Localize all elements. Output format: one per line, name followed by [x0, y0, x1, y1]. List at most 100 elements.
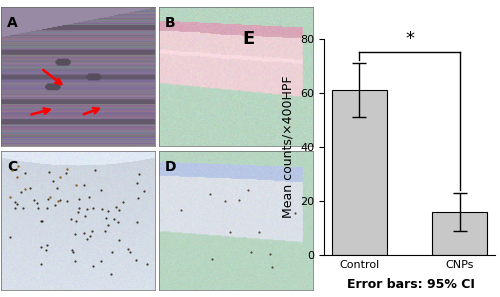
- Point: [97, 259, 105, 263]
- Point: [52, 186, 60, 191]
- Point: [64, 198, 72, 203]
- Point: [114, 219, 122, 224]
- Point: [100, 228, 108, 233]
- Point: [248, 250, 256, 255]
- Point: [80, 231, 88, 236]
- Bar: [332, 90, 387, 255]
- Point: [132, 220, 140, 225]
- Point: [54, 198, 62, 203]
- Point: [126, 250, 134, 255]
- Point: [268, 264, 276, 269]
- Point: [6, 235, 14, 240]
- Point: [34, 206, 42, 210]
- Point: [86, 234, 94, 238]
- Point: [21, 187, 29, 192]
- Point: [89, 263, 97, 268]
- Point: [266, 252, 274, 257]
- Point: [108, 271, 116, 276]
- Point: [72, 183, 80, 187]
- Point: [132, 258, 140, 263]
- Point: [102, 215, 110, 220]
- Point: [104, 208, 112, 213]
- Point: [36, 261, 44, 266]
- Point: [14, 174, 22, 179]
- Text: E: E: [242, 30, 254, 48]
- Point: [46, 195, 54, 200]
- Point: [64, 167, 72, 171]
- Point: [26, 186, 34, 190]
- Point: [98, 207, 106, 212]
- Point: [32, 201, 40, 206]
- Point: [8, 167, 16, 172]
- Bar: [432, 212, 487, 255]
- Y-axis label: Mean counts/×400HPF: Mean counts/×400HPF: [282, 76, 294, 218]
- Point: [114, 237, 122, 242]
- Point: [97, 188, 105, 193]
- Point: [6, 194, 14, 199]
- Point: [104, 222, 112, 227]
- Point: [220, 199, 228, 204]
- Point: [56, 175, 64, 180]
- Point: [110, 217, 118, 222]
- Point: [76, 205, 84, 210]
- Point: [18, 206, 26, 210]
- Point: [177, 208, 185, 213]
- Point: [68, 216, 76, 221]
- Point: [37, 219, 45, 224]
- Point: [74, 209, 82, 214]
- Point: [42, 243, 50, 247]
- Point: [119, 200, 127, 205]
- Point: [85, 194, 93, 199]
- Point: [12, 201, 20, 206]
- Point: [71, 232, 79, 236]
- Point: [30, 198, 38, 202]
- Point: [236, 197, 244, 202]
- Point: [115, 207, 123, 212]
- Point: [134, 196, 142, 200]
- Point: [38, 219, 46, 223]
- Point: [142, 261, 150, 266]
- Point: [42, 247, 50, 252]
- Point: [44, 197, 52, 201]
- Point: [43, 206, 51, 210]
- Point: [14, 163, 22, 168]
- Text: Error bars: 95% CI: Error bars: 95% CI: [347, 278, 475, 291]
- Text: A: A: [7, 16, 18, 30]
- Point: [226, 229, 234, 234]
- Text: D: D: [165, 160, 176, 174]
- Point: [12, 200, 20, 205]
- Point: [69, 249, 77, 254]
- Text: B: B: [165, 16, 176, 30]
- Point: [88, 229, 96, 233]
- Point: [80, 182, 88, 187]
- Point: [38, 245, 46, 250]
- Point: [112, 205, 120, 210]
- Point: [11, 206, 19, 211]
- Point: [208, 257, 216, 261]
- Point: [132, 181, 140, 185]
- Point: [81, 213, 89, 218]
- Point: [135, 172, 143, 176]
- Point: [45, 169, 53, 174]
- Text: *: *: [405, 30, 414, 48]
- Text: C: C: [7, 160, 18, 174]
- Point: [56, 197, 64, 202]
- Point: [255, 229, 263, 234]
- Point: [71, 258, 79, 263]
- Point: [76, 197, 84, 201]
- Point: [51, 203, 59, 207]
- Point: [21, 171, 29, 176]
- Point: [83, 207, 91, 211]
- Point: [88, 205, 96, 210]
- Point: [83, 236, 91, 241]
- Point: [124, 246, 132, 251]
- Point: [62, 171, 70, 176]
- Point: [48, 179, 56, 184]
- Point: [140, 189, 147, 194]
- Point: [292, 211, 300, 216]
- Point: [72, 218, 80, 223]
- Point: [244, 187, 252, 192]
- Point: [206, 192, 214, 196]
- Point: [17, 190, 25, 195]
- Point: [68, 247, 76, 252]
